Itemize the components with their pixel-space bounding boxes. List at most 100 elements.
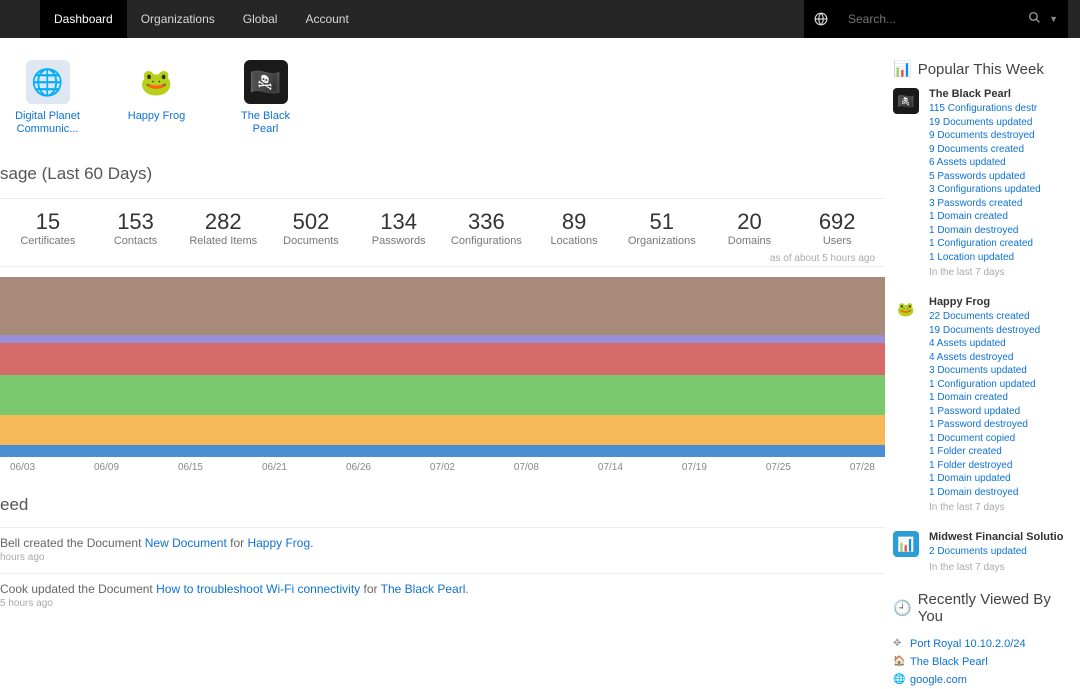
dropdown-caret-icon[interactable]: ▼ — [1049, 14, 1058, 24]
stat-label: Domains — [706, 235, 794, 247]
stat-label: Locations — [530, 235, 618, 247]
xtick: 07/02 — [430, 462, 455, 473]
org-shortcut[interactable]: 🌐 Digital Planet Communic... — [10, 60, 85, 136]
popular-activity-line[interactable]: 1 Domain created — [929, 210, 1080, 224]
stat-users: 692Users — [793, 209, 881, 247]
popular-activity-line[interactable]: 1 Location updated — [929, 251, 1080, 265]
popular-activity-line[interactable]: 9 Documents created — [929, 143, 1080, 157]
nav-dashboard[interactable]: Dashboard — [40, 0, 127, 38]
popular-activity-line[interactable]: 9 Documents destroyed — [929, 129, 1080, 143]
popular-activity-line[interactable]: 4 Assets updated — [929, 337, 1080, 351]
recent-item[interactable]: 🌐 google.com — [893, 671, 1080, 689]
feed-link[interactable]: The Black Pearl — [381, 582, 466, 596]
popular-activity-line[interactable]: 3 Documents updated — [929, 364, 1080, 378]
popular-activity-line[interactable]: 3 Passwords created — [929, 197, 1080, 211]
recent-item-label: google.com — [910, 674, 967, 686]
feed-item: Cook updated the Document How to trouble… — [0, 573, 885, 619]
stat-label: Configurations — [443, 235, 531, 247]
popular-activity-line[interactable]: 1 Domain updated — [929, 472, 1080, 486]
top-nav: DashboardOrganizationsGlobalAccount ▼ — [0, 0, 1080, 38]
stat-contacts: 153Contacts — [92, 209, 180, 247]
feed-title: eed — [0, 495, 885, 515]
usage-title: sage (Last 60 Days) — [0, 164, 885, 184]
popular-org[interactable]: 🏴‍☠️The Black Pearl115 Configurations de… — [893, 88, 1080, 278]
org-label: Digital Planet Communic... — [10, 110, 85, 136]
popular-activity-line[interactable]: 1 Folder destroyed — [929, 459, 1080, 473]
stat-value: 692 — [793, 209, 881, 235]
clock-icon: 🕘 — [893, 599, 912, 617]
stat-locations: 89Locations — [530, 209, 618, 247]
stat-value: 153 — [92, 209, 180, 235]
xtick: 06/03 — [10, 462, 35, 473]
search-input[interactable] — [848, 12, 1028, 26]
popular-activity-line[interactable]: 6 Assets updated — [929, 156, 1080, 170]
popular-org[interactable]: 🐸Happy Frog22 Documents created19 Docume… — [893, 296, 1080, 513]
stat-configurations: 336Configurations — [443, 209, 531, 247]
feed-link[interactable]: How to troubleshoot Wi-Fi connectivity — [156, 582, 360, 596]
popular-activity-line[interactable]: 5 Passwords updated — [929, 170, 1080, 184]
feed-time: hours ago — [0, 552, 885, 563]
xtick: 07/25 — [766, 462, 791, 473]
stat-value: 134 — [355, 209, 443, 235]
org-label: Happy Frog — [119, 110, 194, 123]
feed-item: Bell created the Document New Document f… — [0, 527, 885, 573]
popular-activity-line[interactable]: 22 Documents created — [929, 310, 1080, 324]
stat-value: 336 — [443, 209, 531, 235]
popular-activity-line[interactable]: 1 Document copied — [929, 432, 1080, 446]
popular-activity-line[interactable]: 115 Configurations destr — [929, 102, 1080, 116]
org-label: The Black Pearl — [228, 110, 303, 136]
nav-organizations[interactable]: Organizations — [127, 0, 229, 38]
stats-row: 15Certificates153Contacts282Related Item… — [0, 198, 885, 247]
popular-org[interactable]: 📊Midwest Financial Solutio2 Documents up… — [893, 531, 1080, 573]
as-of-text: as of about 5 hours ago — [0, 253, 885, 264]
recent-item-icon: 🌐 — [893, 674, 905, 685]
org-shortcuts: 🌐 Digital Planet Communic... 🐸 Happy Frog 🏴‍… — [0, 60, 885, 136]
chart-layer — [0, 335, 885, 343]
stat-organizations: 51Organizations — [618, 209, 706, 247]
popular-activity-line[interactable]: 3 Configurations updated — [929, 183, 1080, 197]
org-icon: 🏴‍☠️ — [244, 60, 288, 104]
xtick: 07/08 — [514, 462, 539, 473]
recent-item[interactable]: 🏠The Black Pearl — [893, 653, 1080, 671]
xtick: 07/19 — [682, 462, 707, 473]
search-box[interactable]: ▼ — [838, 0, 1068, 38]
popular-activity-line[interactable]: 19 Documents updated — [929, 116, 1080, 130]
org-icon: 🌐 — [26, 60, 70, 104]
popular-activity-line[interactable]: 2 Documents updated — [929, 545, 1080, 559]
stat-label: Passwords — [355, 235, 443, 247]
feed-link[interactable]: Happy Frog — [247, 536, 310, 550]
org-shortcut[interactable]: 🐸 Happy Frog — [119, 60, 194, 136]
globe-button[interactable] — [804, 0, 838, 38]
feed-link[interactable]: New Document — [145, 536, 227, 550]
nav-account[interactable]: Account — [291, 0, 362, 38]
chart-layer — [0, 445, 885, 457]
popular-activity-line[interactable]: 1 Domain destroyed — [929, 224, 1080, 238]
stat-label: Organizations — [618, 235, 706, 247]
popular-activity-line[interactable]: 1 Folder created — [929, 445, 1080, 459]
popular-activity-line[interactable]: 1 Configuration created — [929, 237, 1080, 251]
nav-global[interactable]: Global — [229, 0, 292, 38]
popular-activity-line[interactable]: 19 Documents destroyed — [929, 324, 1080, 338]
stat-value: 282 — [179, 209, 267, 235]
popular-activity-line[interactable]: 1 Password updated — [929, 405, 1080, 419]
stat-label: Documents — [267, 235, 355, 247]
popular-activity-line[interactable]: 1 Configuration updated — [929, 378, 1080, 392]
sidebar: 📊 Popular This Week 🏴‍☠️The Black Pearl1… — [885, 38, 1080, 689]
popular-title: 📊 Popular This Week — [893, 60, 1080, 78]
xtick: 07/28 — [850, 462, 875, 473]
org-icon: 🐸 — [135, 60, 179, 104]
popular-activity-line[interactable]: 1 Domain destroyed — [929, 486, 1080, 500]
stat-label: Certificates — [4, 235, 92, 247]
popular-activity-line[interactable]: 1 Domain created — [929, 391, 1080, 405]
popular-activity-line[interactable]: 4 Assets destroyed — [929, 351, 1080, 365]
xtick: 07/14 — [598, 462, 623, 473]
search-icon[interactable] — [1028, 11, 1041, 27]
popular-activity-line[interactable]: 1 Password destroyed — [929, 418, 1080, 432]
popular-org-name: The Black Pearl — [929, 88, 1080, 100]
xtick: 06/15 — [178, 462, 203, 473]
org-shortcut[interactable]: 🏴‍☠️ The Black Pearl — [228, 60, 303, 136]
popular-org-icon: 🐸 — [893, 296, 919, 322]
stat-passwords: 134Passwords — [355, 209, 443, 247]
popular-footer: In the last 7 days — [929, 562, 1080, 573]
recent-item[interactable]: ✥Port Royal 10.10.2.0/24 — [893, 635, 1080, 653]
